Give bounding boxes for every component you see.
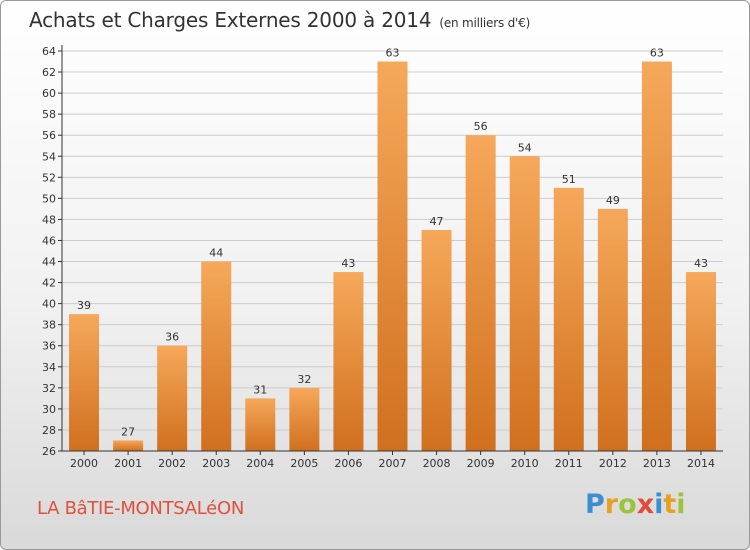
chart-title-text: Achats et Charges Externes 2000 à 2014 xyxy=(29,8,432,32)
bar-value-label: 39 xyxy=(77,299,91,312)
x-tick-label: 2000 xyxy=(70,457,98,470)
x-tick-label: 2001 xyxy=(114,457,142,470)
chart-subtitle: (en milliers d'€) xyxy=(439,16,531,30)
bar xyxy=(157,345,188,451)
bar xyxy=(377,61,408,452)
bar-value-label: 32 xyxy=(297,373,311,386)
bar-value-label: 47 xyxy=(430,215,444,228)
x-tick-label: 2002 xyxy=(158,457,186,470)
bar-value-label: 56 xyxy=(474,120,488,133)
x-tick-label: 2006 xyxy=(334,457,362,470)
y-tick-label: 44 xyxy=(42,256,56,269)
x-tick-label: 2010 xyxy=(511,457,539,470)
logo-letter: t xyxy=(663,489,677,520)
bar-value-label: 27 xyxy=(121,425,135,438)
y-tick-label: 50 xyxy=(42,192,56,205)
bar-value-label: 43 xyxy=(694,257,708,270)
bar xyxy=(289,387,320,451)
x-tick-label: 2014 xyxy=(687,457,715,470)
y-tick-label: 56 xyxy=(42,129,56,142)
logo-letter: i xyxy=(654,489,664,520)
town-name: LA BâTIE-MONTSALéON xyxy=(37,498,244,519)
x-tick-label: 2003 xyxy=(202,457,230,470)
y-tick-label: 48 xyxy=(42,213,56,226)
y-tick-label: 64 xyxy=(42,45,56,58)
proxiti-logo: Proxiti xyxy=(585,489,686,520)
bar xyxy=(201,261,232,451)
logo-letter: i xyxy=(676,489,686,520)
y-tick-label: 28 xyxy=(42,424,56,437)
bar xyxy=(553,187,584,451)
bar xyxy=(597,208,628,451)
logo-letter: r xyxy=(604,489,619,520)
y-tick-label: 40 xyxy=(42,298,56,311)
bar xyxy=(465,135,496,452)
chart-title: Achats et Charges Externes 2000 à 2014 (e… xyxy=(29,8,530,32)
bar xyxy=(421,229,452,451)
x-tick-label: 2009 xyxy=(467,457,495,470)
bar xyxy=(641,61,672,452)
y-tick-label: 38 xyxy=(42,319,56,332)
bar xyxy=(333,272,364,451)
y-tick-label: 34 xyxy=(42,361,56,374)
y-tick-label: 30 xyxy=(42,403,56,416)
y-tick-label: 54 xyxy=(42,150,56,163)
bar-value-label: 51 xyxy=(562,173,576,186)
bar-value-label: 44 xyxy=(209,247,223,260)
bar-value-label: 63 xyxy=(386,47,400,60)
bar-value-label: 49 xyxy=(606,194,620,207)
bar xyxy=(245,398,276,451)
bar xyxy=(685,272,716,451)
y-tick-label: 62 xyxy=(42,66,56,79)
bar-value-label: 63 xyxy=(650,47,664,60)
bar xyxy=(509,156,540,451)
x-tick-label: 2011 xyxy=(555,457,583,470)
bar-value-label: 43 xyxy=(341,257,355,270)
x-tick-label: 2008 xyxy=(423,457,451,470)
y-tick-label: 60 xyxy=(42,87,56,100)
y-tick-label: 52 xyxy=(42,171,56,184)
y-tick-label: 32 xyxy=(42,382,56,395)
bar-value-label: 31 xyxy=(253,383,267,396)
y-tick-label: 58 xyxy=(42,108,56,121)
bar-value-label: 54 xyxy=(518,141,532,154)
y-tick-label: 42 xyxy=(42,277,56,290)
y-tick-label: 46 xyxy=(42,234,56,247)
x-tick-label: 2007 xyxy=(379,457,407,470)
logo-letter: x xyxy=(636,489,655,520)
x-tick-label: 2012 xyxy=(599,457,627,470)
logo-letter: o xyxy=(618,489,637,520)
x-tick-label: 2004 xyxy=(246,457,274,470)
bar xyxy=(69,314,100,451)
logo-letter: P xyxy=(585,489,605,520)
x-tick-label: 2005 xyxy=(290,457,318,470)
y-tick-label: 36 xyxy=(42,340,56,353)
bar-value-label: 36 xyxy=(165,331,179,344)
y-tick-label: 26 xyxy=(42,445,56,458)
bar xyxy=(113,440,144,451)
x-tick-label: 2013 xyxy=(643,457,671,470)
